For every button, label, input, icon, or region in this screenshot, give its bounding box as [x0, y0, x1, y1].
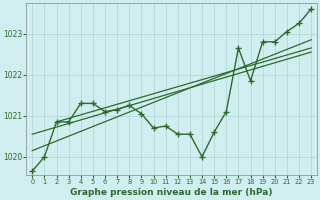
X-axis label: Graphe pression niveau de la mer (hPa): Graphe pression niveau de la mer (hPa): [70, 188, 273, 197]
